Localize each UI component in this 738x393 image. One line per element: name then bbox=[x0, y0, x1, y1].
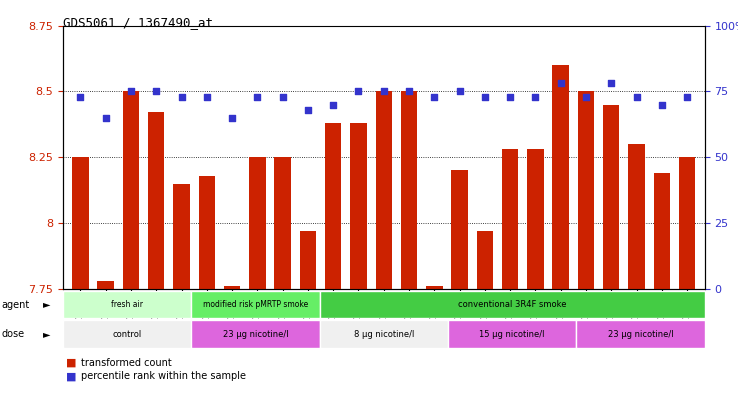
Point bbox=[403, 88, 415, 94]
Point bbox=[302, 107, 314, 113]
Point bbox=[681, 94, 693, 100]
Bar bbox=[603, 105, 619, 289]
Bar bbox=[320, 291, 705, 318]
Bar bbox=[628, 144, 645, 289]
Bar bbox=[320, 320, 448, 348]
Bar bbox=[148, 112, 165, 289]
Bar bbox=[249, 157, 266, 289]
Bar bbox=[123, 91, 139, 289]
Point bbox=[226, 114, 238, 121]
Bar bbox=[477, 231, 493, 289]
Bar bbox=[553, 65, 569, 289]
Bar bbox=[97, 281, 114, 289]
Point bbox=[176, 94, 187, 100]
Point bbox=[429, 94, 441, 100]
Point bbox=[378, 88, 390, 94]
Text: ►: ► bbox=[43, 329, 50, 339]
Point bbox=[125, 88, 137, 94]
Point bbox=[656, 101, 668, 108]
Point bbox=[75, 94, 86, 100]
Point bbox=[580, 94, 592, 100]
Bar bbox=[452, 171, 468, 289]
Text: modified risk pMRTP smoke: modified risk pMRTP smoke bbox=[203, 300, 308, 309]
Point bbox=[100, 114, 111, 121]
Text: agent: agent bbox=[1, 299, 30, 310]
Text: control: control bbox=[112, 330, 142, 338]
Text: 8 μg nicotine/l: 8 μg nicotine/l bbox=[354, 330, 414, 338]
Point bbox=[201, 94, 213, 100]
Text: ►: ► bbox=[43, 299, 50, 310]
Bar bbox=[679, 157, 695, 289]
Text: fresh air: fresh air bbox=[111, 300, 143, 309]
Bar bbox=[63, 320, 191, 348]
Bar bbox=[654, 173, 670, 289]
Bar bbox=[63, 291, 191, 318]
Point bbox=[327, 101, 339, 108]
Point bbox=[277, 94, 289, 100]
Bar bbox=[300, 231, 316, 289]
Bar bbox=[578, 91, 594, 289]
Bar bbox=[448, 320, 576, 348]
Text: 23 μg nicotine/l: 23 μg nicotine/l bbox=[608, 330, 673, 338]
Point bbox=[555, 80, 567, 86]
Text: 15 μg nicotine/l: 15 μg nicotine/l bbox=[480, 330, 545, 338]
Bar bbox=[191, 320, 320, 348]
Text: GDS5061 / 1367490_at: GDS5061 / 1367490_at bbox=[63, 16, 213, 29]
Text: ■: ■ bbox=[66, 358, 77, 367]
Text: percentile rank within the sample: percentile rank within the sample bbox=[81, 371, 246, 381]
Bar bbox=[426, 286, 443, 289]
Point bbox=[530, 94, 542, 100]
Text: transformed count: transformed count bbox=[81, 358, 172, 367]
Bar bbox=[401, 91, 417, 289]
Bar bbox=[325, 123, 342, 289]
Point bbox=[605, 80, 617, 86]
Bar bbox=[224, 286, 241, 289]
Bar bbox=[527, 149, 544, 289]
Bar bbox=[351, 123, 367, 289]
Point bbox=[353, 88, 365, 94]
Bar bbox=[576, 320, 705, 348]
Bar bbox=[199, 176, 215, 289]
Text: ■: ■ bbox=[66, 371, 77, 381]
Point bbox=[454, 88, 466, 94]
Bar bbox=[502, 149, 518, 289]
Text: conventional 3R4F smoke: conventional 3R4F smoke bbox=[458, 300, 567, 309]
Text: dose: dose bbox=[1, 329, 24, 339]
Point bbox=[252, 94, 263, 100]
Bar bbox=[275, 157, 291, 289]
Bar bbox=[191, 291, 320, 318]
Point bbox=[631, 94, 643, 100]
Point bbox=[504, 94, 516, 100]
Text: 23 μg nicotine/l: 23 μg nicotine/l bbox=[223, 330, 288, 338]
Bar bbox=[173, 184, 190, 289]
Point bbox=[151, 88, 162, 94]
Point bbox=[479, 94, 491, 100]
Bar bbox=[72, 157, 89, 289]
Bar bbox=[376, 91, 392, 289]
